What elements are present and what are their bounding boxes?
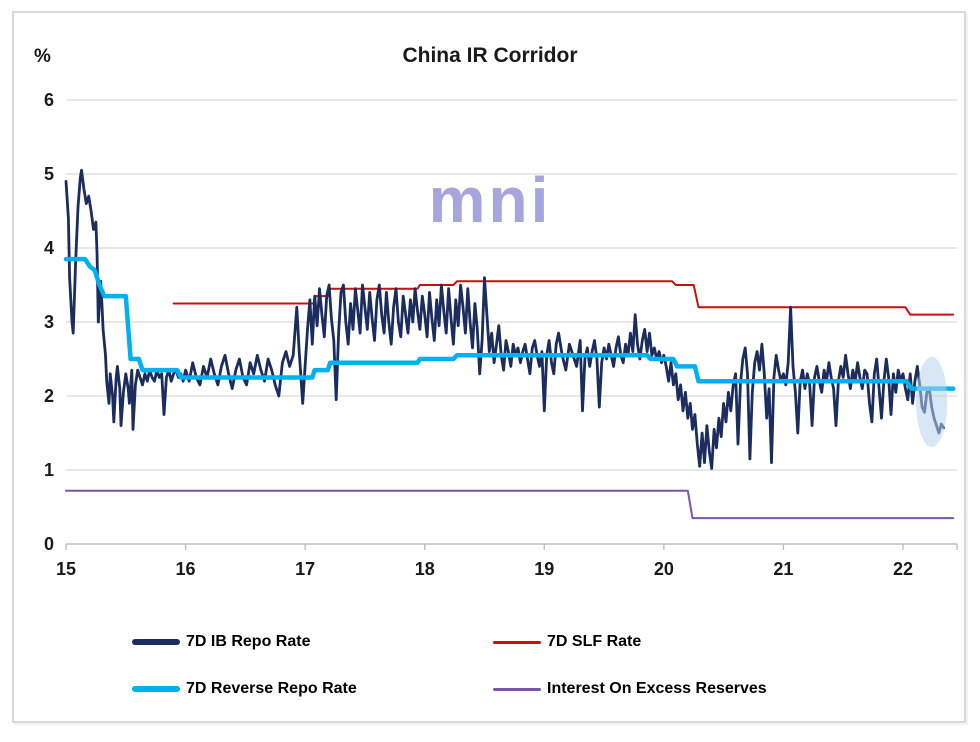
watermark-logo: mni	[428, 164, 552, 236]
chart-frame	[12, 11, 966, 723]
y-tick-label-5: 5	[43, 164, 54, 184]
page-title: China IR Corridor	[402, 44, 578, 67]
legend-item-ioer: Interest On Excess Reserves	[493, 679, 767, 699]
legend-swatch-ib-repo	[132, 639, 180, 645]
legend-swatch-reverse-repo	[132, 686, 180, 692]
x-tick-label-21: 21	[773, 559, 794, 579]
x-tick-label-18: 18	[414, 559, 435, 579]
legend-label-ioer: Interest On Excess Reserves	[547, 680, 767, 697]
legend-swatch-slf	[493, 640, 541, 644]
x-tick-label-16: 16	[175, 559, 196, 579]
y-tick-label-3: 3	[43, 312, 54, 332]
legend-label-slf: 7D SLF Rate	[547, 633, 642, 650]
y-tick-label-6: 6	[43, 90, 54, 110]
legend-label-ib-repo: 7D IB Repo Rate	[186, 633, 311, 650]
legend-item-ib-repo: 7D IB Repo Rate	[132, 632, 310, 652]
legend-item-slf: 7D SLF Rate	[493, 632, 641, 652]
legend-item-reverse-repo: 7D Reverse Repo Rate	[132, 679, 357, 699]
series-7d-ib-repo-rate	[64, 168, 945, 470]
series-7d-reverse-repo-rate	[63, 256, 956, 391]
x-tick-label-22: 22	[892, 559, 913, 579]
x-tick-label-17: 17	[295, 559, 316, 579]
y-axis-unit-label: %	[34, 46, 51, 67]
legend-label-reverse-repo: 7D Reverse Repo Rate	[186, 680, 357, 697]
x-tick-label-19: 19	[534, 559, 555, 579]
y-tick-label-2: 2	[43, 386, 54, 406]
x-tick-label-20: 20	[653, 559, 674, 579]
y-tick-label-0: 0	[43, 534, 54, 554]
y-tick-label-1: 1	[43, 460, 54, 480]
highlight-ellipse	[916, 356, 948, 448]
legend-swatch-ioer	[493, 687, 541, 691]
y-tick-label-4: 4	[43, 238, 54, 258]
x-tick-label-15: 15	[55, 559, 77, 579]
series-7d-slf-rate	[172, 280, 955, 316]
series-interest-on-excess-reserves	[65, 489, 955, 520]
